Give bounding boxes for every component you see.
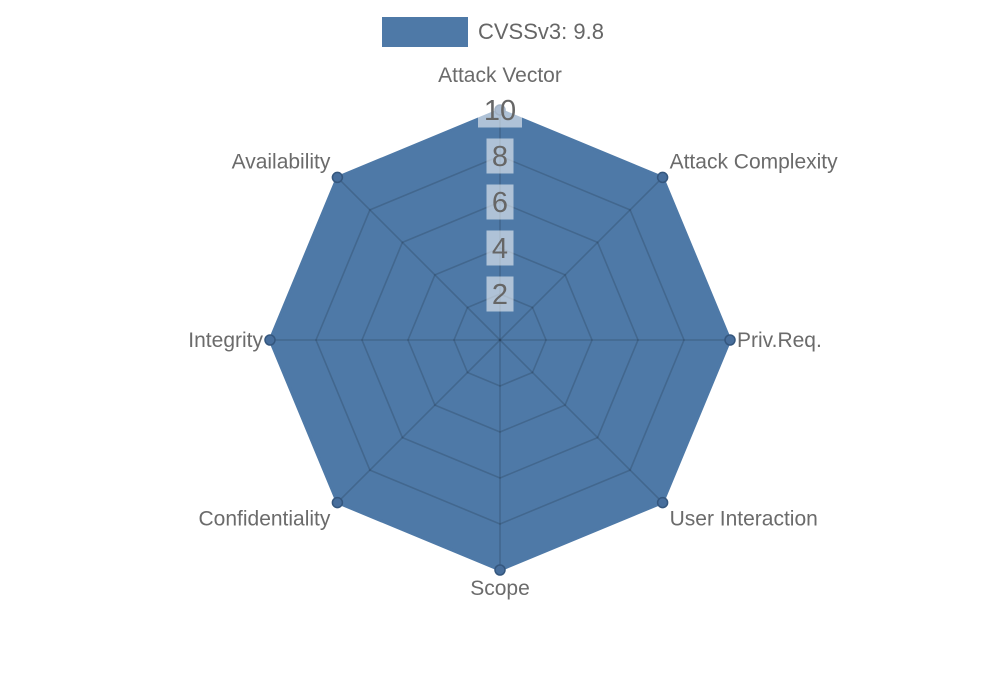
- data-point[interactable]: [264, 334, 276, 346]
- radar-fill-polygon[interactable]: [270, 110, 730, 570]
- axis-label: Confidentiality: [198, 508, 330, 531]
- data-point[interactable]: [331, 171, 344, 184]
- axis-label: Priv.Req.: [737, 329, 822, 352]
- data-point[interactable]: [331, 496, 344, 509]
- axis-spoke: [336, 176, 501, 341]
- tick-backdrop: [486, 138, 514, 174]
- tick-label: 10: [484, 95, 516, 127]
- axis-label: User Interaction: [670, 508, 818, 531]
- legend-swatch-icon: [382, 17, 468, 47]
- legend-item[interactable]: CVSSv3: 9.8: [382, 17, 604, 47]
- axis-label: Integrity: [188, 329, 263, 352]
- tick-backdrop: [486, 230, 514, 266]
- axis-spoke: [499, 339, 664, 504]
- tick-backdrop: [486, 276, 514, 312]
- data-point[interactable]: [656, 171, 669, 184]
- tick-label: 4: [492, 233, 508, 265]
- grid-ring: [315, 155, 685, 525]
- grid-ring: [361, 201, 639, 479]
- tick-label: 8: [492, 141, 508, 173]
- axis-label: Scope: [470, 577, 530, 600]
- tick-label: 2: [492, 279, 508, 311]
- tick-backdrop: [486, 184, 514, 220]
- axis-spoke: [499, 176, 664, 341]
- grid-ring: [407, 247, 593, 433]
- axis-label: Attack Complexity: [670, 150, 839, 173]
- axis-label: Availability: [232, 150, 331, 173]
- grid-ring: [453, 293, 547, 387]
- data-point[interactable]: [494, 564, 506, 576]
- tick-backdrop: [478, 92, 522, 128]
- data-point[interactable]: [656, 496, 669, 509]
- data-point[interactable]: [724, 334, 736, 346]
- legend-label: CVSSv3: 9.8: [478, 19, 604, 44]
- tick-label: 6: [492, 187, 508, 219]
- axis-spoke: [336, 339, 501, 504]
- axis-label: Attack Vector: [438, 64, 562, 87]
